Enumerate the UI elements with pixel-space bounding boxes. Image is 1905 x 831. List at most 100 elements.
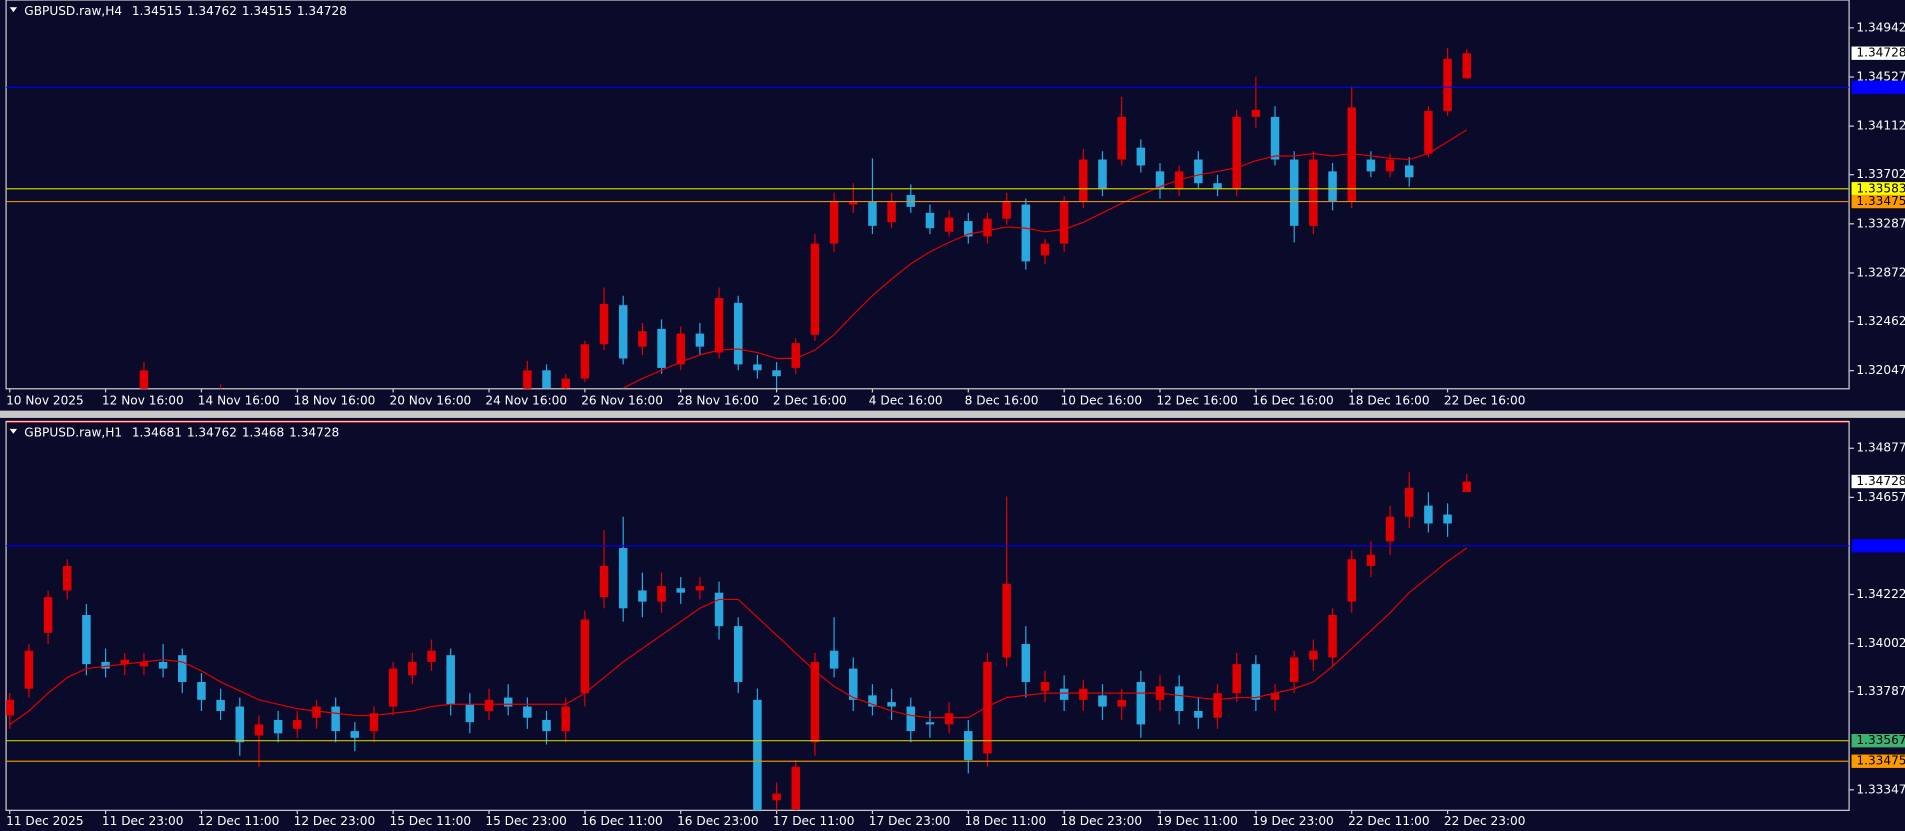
x-tick-label: 12 Dec 16:00 — [1156, 393, 1238, 407]
y-tick-label: 1.32047 — [1856, 363, 1905, 377]
candle-body — [1098, 695, 1107, 707]
candle-body — [24, 650, 34, 689]
candle-body — [235, 706, 245, 743]
x-tick-label: 17 Dec 23:00 — [869, 814, 951, 828]
candle-body — [618, 548, 628, 609]
x-tick-label: 22 Dec 23:00 — [1444, 814, 1526, 828]
candle-body — [388, 668, 398, 707]
plot-frame — [5, 0, 1850, 390]
candle-body — [753, 699, 762, 811]
candle-body — [983, 661, 992, 754]
last-price-box — [1851, 474, 1905, 489]
candle-body — [1213, 693, 1222, 718]
candle-body — [1251, 664, 1261, 700]
candle-body — [772, 793, 781, 801]
candle-body — [1443, 514, 1452, 524]
candle-body — [1117, 116, 1126, 160]
level-label: 1.33567 — [1856, 733, 1905, 747]
candle-body — [120, 659, 130, 665]
candle-body — [1404, 487, 1414, 517]
y-tick-label: 1.32462 — [1856, 314, 1905, 328]
candle-body — [1232, 116, 1241, 190]
candle-body — [408, 661, 417, 676]
candle-body — [1462, 481, 1472, 492]
level-box — [1851, 194, 1905, 209]
candle-body — [293, 719, 302, 729]
candle-body — [254, 724, 264, 736]
candle-body — [82, 615, 91, 665]
candle-body — [62, 565, 72, 591]
candle-body — [1079, 688, 1088, 700]
x-tick-label: 12 Dec 23:00 — [294, 814, 376, 828]
ohlc-low: 1.34515 — [242, 3, 292, 17]
line-price-box — [1851, 80, 1905, 94]
menu-icon[interactable] — [9, 428, 18, 434]
candle-body — [887, 200, 896, 223]
candle-body — [1194, 711, 1203, 718]
x-tick-label: 2 Dec 16:00 — [773, 393, 847, 407]
x-tick-label: 15 Dec 11:00 — [390, 814, 472, 828]
ohlc-open: 1.34681 — [132, 425, 182, 439]
line-price-box — [1851, 539, 1905, 553]
x-tick-label: 20 Nov 16:00 — [390, 393, 472, 407]
moving-average — [622, 129, 1468, 389]
candle-body — [676, 333, 685, 365]
candle-body — [1136, 681, 1146, 725]
candle-body — [1366, 159, 1376, 172]
level-box — [1851, 734, 1905, 748]
y-tick-label: 1.33702 — [1856, 167, 1905, 181]
chart-title: GBPUSD.raw,H1 1.34681 1.34762 1.3468 1.34728 — [24, 425, 339, 439]
candle-body — [1270, 116, 1280, 160]
candle-body — [1328, 615, 1337, 658]
candle-body — [618, 305, 628, 359]
x-tick-label: 16 Dec 16:00 — [1252, 393, 1334, 407]
candle-body — [216, 699, 225, 712]
candle-body — [427, 650, 436, 662]
menu-icon[interactable] — [9, 7, 18, 13]
ohlc-high: 1.34762 — [187, 3, 237, 17]
x-tick-label: 26 Nov 16:00 — [581, 393, 663, 407]
x-tick-label: 28 Nov 16:00 — [677, 393, 759, 407]
candle-body — [178, 655, 187, 682]
candle-body — [43, 597, 53, 633]
panel-splitter[interactable] — [0, 410, 1905, 418]
candle-body — [1424, 110, 1433, 154]
candle-body — [791, 343, 801, 368]
last-price-box — [1851, 46, 1905, 60]
candle-body — [849, 200, 858, 205]
ohlc-open: 1.34515 — [132, 3, 182, 17]
candle-body — [657, 585, 666, 602]
last-price-label: 1.34728 — [1856, 46, 1905, 60]
candle-body — [868, 200, 877, 226]
plot-area — [6, 472, 1472, 811]
y-tick-label: 1.34657 — [1856, 490, 1905, 504]
x-tick-label: 15 Dec 23:00 — [485, 814, 567, 828]
candle-body — [580, 619, 590, 694]
candle-body — [887, 702, 896, 707]
candle-body — [542, 370, 551, 389]
x-tick-label: 22 Dec 11:00 — [1348, 814, 1430, 828]
level-box — [1851, 182, 1905, 196]
x-tick-label: 11 Dec 2025 — [6, 814, 83, 828]
candle-body — [312, 706, 321, 718]
candle-body — [446, 655, 455, 705]
ohlc-high: 1.34762 — [187, 425, 237, 439]
candle-body — [1289, 159, 1299, 226]
y-tick-label: 1.34222 — [1856, 587, 1905, 601]
candle-body — [523, 706, 532, 718]
y-tick-label: 1.34877 — [1856, 441, 1905, 455]
candle-body — [829, 200, 839, 244]
candle-body — [964, 731, 973, 761]
candle-body — [714, 298, 724, 353]
x-tick-label: 8 Dec 16:00 — [965, 393, 1039, 407]
candle-body — [791, 766, 801, 810]
x-tick-label: 10 Dec 16:00 — [1061, 393, 1143, 407]
y-tick-label: 1.33787 — [1856, 684, 1905, 698]
symbol: GBPUSD.raw,H1 — [24, 425, 122, 439]
candle-body — [676, 588, 685, 593]
candle-body — [465, 704, 475, 723]
candle-body — [273, 719, 283, 734]
candle-body — [695, 333, 705, 347]
candle-body — [197, 681, 206, 700]
x-tick-label: 17 Dec 11:00 — [773, 814, 855, 828]
